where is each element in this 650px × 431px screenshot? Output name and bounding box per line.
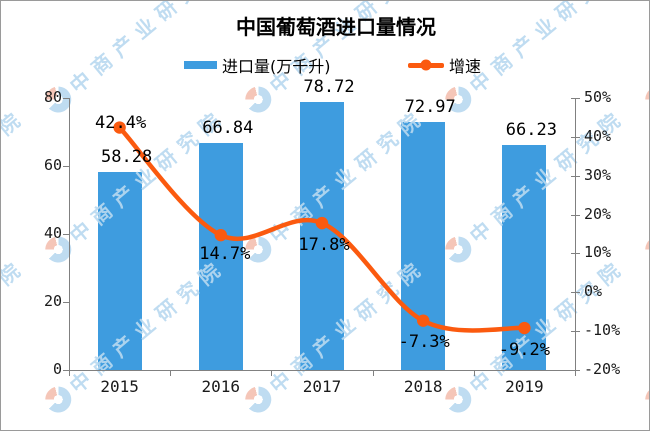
bar-series-swatch	[184, 61, 217, 69]
bar-value-label: 72.97	[404, 96, 456, 117]
right-axis-tick-label: 30%	[584, 165, 612, 184]
right-axis-tick-label: 10%	[584, 243, 612, 262]
watermark-logo-icon	[239, 80, 277, 118]
legend-item-growth: 增速	[408, 53, 481, 77]
bar-value-label: 66.23	[505, 119, 557, 140]
right-axis-tick	[571, 292, 580, 294]
right-axis-tick	[571, 214, 580, 216]
x-axis-category-label: 2019	[505, 377, 544, 396]
x-axis-category-label: 2016	[201, 377, 241, 396]
line-value-label: 14.7%	[199, 244, 251, 265]
x-axis-tick	[372, 370, 374, 376]
right-axis-tick	[571, 136, 580, 138]
legend-label-imports: 进口量(万千升)	[222, 57, 331, 76]
watermark-logo-icon	[39, 380, 77, 418]
watermark: 中商产业研究院	[1, 250, 31, 418]
legend-label-growth: 增速	[449, 57, 482, 76]
x-axis-tick	[170, 370, 172, 376]
bar-value-label: 78.72	[303, 77, 355, 98]
left-axis-tick-label: 80	[43, 88, 62, 106]
x-axis-tick	[271, 370, 273, 376]
bar-2015	[97, 171, 142, 370]
line-value-label: 17.8%	[298, 235, 350, 256]
right-axis-tick-label: 40%	[584, 126, 612, 145]
watermark: 中商产业研究院	[1, 100, 31, 268]
right-axis-tick	[571, 98, 580, 99]
left-axis-tick	[63, 166, 69, 167]
watermark-logo-icon	[639, 380, 649, 418]
x-axis-category-label: 2017	[302, 377, 342, 396]
right-axis-line	[575, 98, 576, 370]
right-axis-tick-label: 20%	[584, 204, 612, 223]
line-value-label: -9.2%	[498, 340, 550, 361]
right-axis-tick-label: 50%	[584, 88, 612, 106]
left-axis-tick	[63, 98, 69, 99]
line-series-swatch	[408, 59, 444, 71]
left-axis-line	[69, 98, 70, 370]
right-axis-tick	[571, 331, 580, 333]
left-axis-tick	[63, 370, 69, 371]
x-axis-tick	[69, 370, 70, 376]
right-axis-tick	[571, 175, 580, 177]
left-axis-tick	[63, 302, 69, 303]
legend-item-imports: 进口量(万千升)	[184, 53, 331, 77]
left-axis-tick-label: 0	[52, 360, 62, 378]
x-axis-category-label: 2018	[403, 377, 443, 396]
bar-2019	[502, 144, 547, 370]
bar-value-label: 58.28	[101, 146, 153, 167]
left-axis-tick	[63, 234, 69, 235]
right-axis-tick-label: 0%	[584, 282, 603, 301]
x-axis-tick	[575, 370, 576, 376]
line-marker-icon	[420, 59, 432, 71]
right-axis-tick	[571, 253, 580, 255]
right-axis-tick-label: -20%	[584, 360, 621, 378]
x-axis-category-label: 2015	[100, 377, 139, 396]
right-axis-tick-label: -10%	[584, 321, 621, 340]
left-axis-tick-label: 60	[43, 156, 62, 174]
x-axis-tick	[473, 370, 475, 376]
line-value-label: -7.3%	[398, 331, 450, 352]
line-value-label: 42.4%	[95, 112, 147, 133]
bar-value-label: 66.84	[202, 117, 254, 138]
left-axis-tick-label: 20	[43, 292, 62, 310]
x-axis-line	[69, 370, 576, 371]
chart-title: 中国葡萄酒进口量情况	[236, 15, 436, 39]
left-axis-tick-label: 40	[43, 224, 62, 242]
